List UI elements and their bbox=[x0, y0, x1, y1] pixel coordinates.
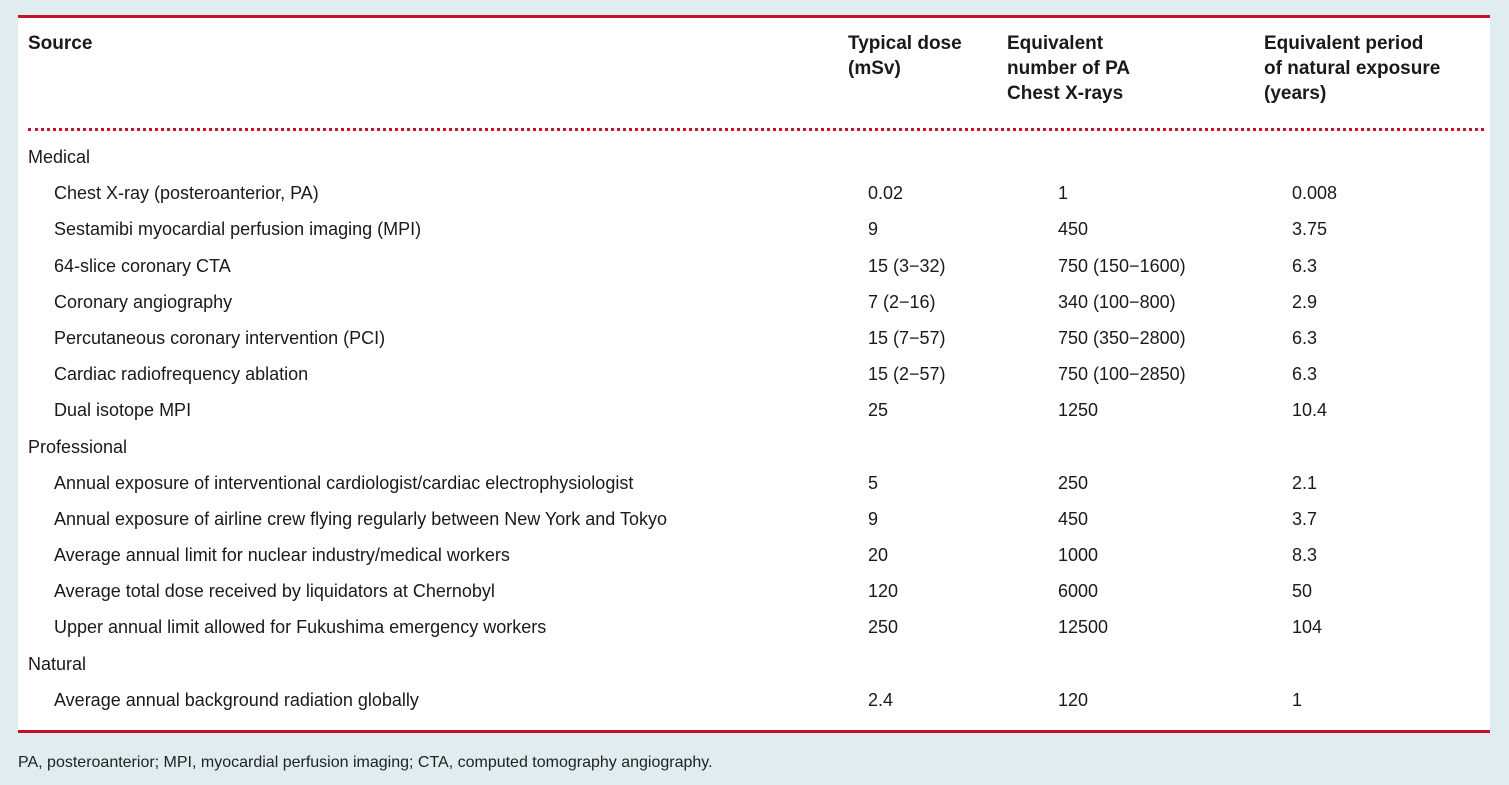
dose-cell: 2.4 bbox=[868, 689, 894, 710]
header-divider bbox=[28, 128, 1484, 131]
table-header: Source Typical dose (mSv) Equivalent numbe… bbox=[18, 18, 1490, 131]
years-cell: 8.3 bbox=[1292, 545, 1318, 566]
header-line: Chest X-rays bbox=[1007, 83, 1124, 104]
header-source: Source bbox=[28, 31, 92, 56]
group-label: Medical bbox=[28, 147, 91, 167]
header-line: number of PA bbox=[1007, 58, 1131, 79]
dose-cell: 15 (2−57) bbox=[868, 364, 946, 385]
cxr-cell: 340 (100−800) bbox=[1058, 291, 1176, 312]
table-row: Annual exposure of interventional cardio… bbox=[18, 465, 1490, 501]
cxr-cell: 1250 bbox=[1058, 400, 1099, 421]
years-cell: 6.3 bbox=[1292, 327, 1318, 348]
cxr-cell: 250 bbox=[1058, 472, 1089, 493]
table-body: Medical Chest X-ray (posteroanterior, PA)… bbox=[18, 131, 1490, 718]
source-cell: Annual exposure of interventional cardio… bbox=[54, 472, 634, 493]
years-cell: 50 bbox=[1292, 581, 1313, 602]
group-row: Medical bbox=[18, 139, 1490, 175]
years-cell: 1 bbox=[1292, 689, 1303, 710]
dose-cell: 15 (3−32) bbox=[868, 255, 946, 276]
group-label: Professional bbox=[28, 436, 128, 457]
dose-cell: 120 bbox=[868, 581, 899, 602]
source-cell: 64-slice coronary CTA bbox=[54, 255, 231, 276]
table-row: Coronary angiography 7 (2−16) 340 (100−800… bbox=[18, 284, 1490, 320]
source-cell: Upper annual limit allowed for Fukushima… bbox=[54, 617, 547, 638]
dose-cell: 15 (7−57) bbox=[868, 327, 946, 348]
table-row: Average total dose received by liquidato… bbox=[18, 573, 1490, 609]
table-row: Sestamibi myocardial perfusion imaging (… bbox=[18, 211, 1490, 247]
table-row: Annual exposure of airline crew flying r… bbox=[18, 501, 1490, 537]
cxr-cell: 6000 bbox=[1058, 581, 1099, 602]
table-row: Cardiac radiofrequency ablation 15 (2−57)… bbox=[18, 356, 1490, 392]
cxr-cell: 1 bbox=[1058, 183, 1069, 204]
header-equivalent-cxr: Equivalent number of PA Chest X-rays bbox=[1007, 31, 1130, 106]
source-cell: Cardiac radiofrequency ablation bbox=[54, 364, 309, 385]
source-cell: Percutaneous coronary intervention (PCI) bbox=[54, 327, 386, 348]
years-cell: 2.9 bbox=[1292, 291, 1318, 312]
table-footnote: PA, posteroanterior; MPI, myocardial per… bbox=[18, 754, 713, 771]
source-cell: Annual exposure of airline crew flying r… bbox=[54, 508, 668, 529]
header-line: (mSv) bbox=[848, 58, 901, 79]
cxr-cell: 12500 bbox=[1058, 617, 1109, 638]
cxr-cell: 750 (100−2850) bbox=[1058, 364, 1186, 385]
header-equivalent-period: Equivalent period of natural exposure (yea… bbox=[1264, 31, 1440, 106]
cxr-cell: 750 (150−1600) bbox=[1058, 255, 1186, 276]
years-cell: 2.1 bbox=[1292, 472, 1318, 493]
table-row: 64-slice coronary CTA 15 (3−32) 750 (150−1… bbox=[18, 248, 1490, 284]
header-line: Typical dose bbox=[848, 33, 962, 54]
dose-cell: 9 bbox=[868, 508, 879, 529]
group-label: Natural bbox=[28, 653, 87, 674]
header-line: (years) bbox=[1264, 83, 1327, 104]
cxr-cell: 1000 bbox=[1058, 545, 1099, 566]
cxr-cell: 450 bbox=[1058, 508, 1089, 529]
group-row: Professional bbox=[18, 429, 1490, 465]
years-cell: 0.008 bbox=[1292, 183, 1338, 204]
header-line: Equivalent period bbox=[1264, 33, 1424, 54]
source-cell: Average annual background radiation glob… bbox=[54, 689, 419, 710]
source-cell: Sestamibi myocardial perfusion imaging (… bbox=[54, 219, 422, 240]
years-cell: 10.4 bbox=[1292, 400, 1328, 421]
cxr-cell: 120 bbox=[1058, 689, 1089, 710]
table-row: Average annual background radiation glob… bbox=[18, 682, 1490, 718]
cxr-cell: 750 (350−2800) bbox=[1058, 327, 1186, 348]
dose-cell: 7 (2−16) bbox=[868, 291, 936, 312]
dose-cell: 0.02 bbox=[868, 183, 904, 204]
table-row: Percutaneous coronary intervention (PCI)… bbox=[18, 320, 1490, 356]
years-cell: 3.7 bbox=[1292, 508, 1318, 529]
header-line: Source bbox=[28, 33, 93, 54]
radiation-dose-table: Source Typical dose (mSv) Equivalent numbe… bbox=[18, 15, 1490, 733]
header-line: of natural exposure bbox=[1264, 58, 1441, 79]
years-cell: 104 bbox=[1292, 617, 1323, 638]
years-cell: 6.3 bbox=[1292, 364, 1318, 385]
dose-cell: 9 bbox=[868, 219, 879, 240]
source-cell: Average total dose received by liquidato… bbox=[54, 581, 495, 602]
header-line: Equivalent bbox=[1007, 33, 1104, 54]
dose-cell: 25 bbox=[868, 400, 889, 421]
dose-cell: 5 bbox=[868, 472, 879, 493]
table-row: Chest X-ray (posteroanterior, PA) 0.02 1 0.… bbox=[18, 175, 1490, 211]
years-cell: 6.3 bbox=[1292, 255, 1318, 276]
years-cell: 3.75 bbox=[1292, 219, 1328, 240]
group-row: Natural bbox=[18, 646, 1490, 682]
source-cell: Dual isotope MPI bbox=[54, 400, 192, 421]
header-typical-dose: Typical dose (mSv) bbox=[848, 31, 962, 81]
source-cell: Chest X-ray (posteroanterior, PA) bbox=[54, 183, 319, 204]
source-cell: Average annual limit for nuclear industr… bbox=[54, 545, 510, 566]
dose-cell: 250 bbox=[868, 617, 899, 638]
table-row: Dual isotope MPI 25 1250 10.4 bbox=[18, 392, 1490, 428]
table-row: Average annual limit for nuclear industr… bbox=[18, 537, 1490, 573]
source-cell: Coronary angiography bbox=[54, 291, 233, 312]
cxr-cell: 450 bbox=[1058, 219, 1089, 240]
dose-cell: 20 bbox=[868, 545, 889, 566]
table-row: Upper annual limit allowed for Fukushima… bbox=[18, 609, 1490, 645]
